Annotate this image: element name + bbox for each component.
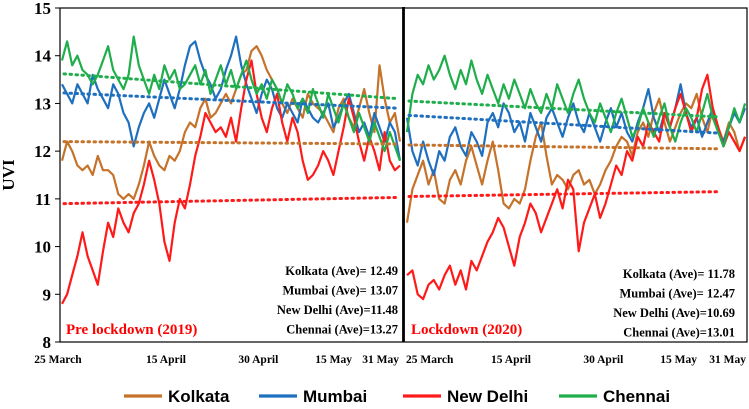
trend-line-pre-new-delhi [62,195,400,206]
legend-item-chennai: Chennai [559,387,670,406]
y-tick-label: 8 [43,333,52,352]
average-label-pre-new-delhi: New Delhi (Ave)=11.48 [277,303,398,317]
x-tick-label-lock: 15 April [491,354,531,366]
average-label-lock-kolkata: Kolkata (Ave)= 11.78 [623,267,735,281]
average-label-lock-chennai: Chennai (Ave)=13.01 [623,326,735,340]
x-tick-label-lock: 31 May [709,354,746,366]
legend-item-mumbai: Mumbai [259,387,367,406]
series-line-pre-chennai [60,35,402,162]
x-tick-label-pre: 25 March [34,354,82,366]
y-axis-label: UVI [0,159,18,191]
legend-item-kolkata: Kolkata [124,387,230,406]
x-tick-label-pre: 30 April [238,354,278,366]
series-line-pre-kolkata [60,45,402,200]
legend-label-chennai: Chennai [603,387,670,406]
series-lines [60,35,747,305]
trend-lines [62,72,719,206]
x-tick-label-lock: 25 March [406,354,454,366]
y-tick-label: 12 [34,142,51,161]
legend-label-new-delhi: New Delhi [447,387,528,406]
y-tick-label: 15 [34,0,51,18]
y-tick-label: 14 [34,47,52,66]
x-tick-label-pre: 15 May [315,354,352,366]
annotations: Kolkata (Ave)= 12.49 Mumbai (Ave)= 13.07 N… [66,264,735,340]
y-tick-label: 9 [43,285,52,304]
average-label-pre-chennai: Chennai (Ave)=13.27 [286,323,398,337]
axes: 8 9 10 11 12 13 14 15 UVI 25 March 15 April 30 Apri… [0,0,746,366]
y-tick-label: 11 [35,190,51,209]
series-line-lock-chennai [405,54,747,148]
average-label-lock-mumbai: Mumbai (Ave)= 12.47 [619,287,735,301]
average-label-pre-kolkata: Kolkata (Ave)= 12.49 [285,264,398,278]
average-label-lock-new-delhi: New Delhi (Ave)=10.69 [613,306,735,320]
x-tick-label-lock: 30 April [583,354,623,366]
trend-line-lock-mumbai [407,113,719,135]
series-line-lock-new-delhi [406,73,747,301]
legend: Kolkata Mumbai New Delhi Chennai [124,387,670,406]
trend-line-pre-kolkata [62,140,400,146]
legend-label-kolkata: Kolkata [168,387,230,406]
x-tick-label-pre: 15 April [146,354,186,366]
series-line-pre-new-delhi [61,59,401,305]
period-title-pre: Pre lockdown (2019) [66,322,197,338]
plot-frame [59,7,748,343]
trend-line-pre-chennai [62,72,400,101]
legend-item-new-delhi: New Delhi [403,387,528,406]
trend-line-lock-new-delhi [407,190,719,198]
y-tick-label: 10 [34,238,51,257]
trend-line-lock-chennai [407,99,719,119]
x-tick-label-lock: 15 May [660,354,697,366]
x-tick-label-pre: 31 May [362,354,399,366]
average-label-pre-mumbai: Mumbai (Ave)= 13.07 [282,284,398,298]
legend-label-mumbai: Mumbai [303,387,367,406]
trend-line-pre-mumbai [62,91,400,110]
period-title-lock: Lockdown (2020) [411,322,522,338]
trend-line-lock-kolkata [407,143,719,151]
y-tick-label: 13 [34,94,51,113]
series-line-lock-kolkata [405,92,747,223]
